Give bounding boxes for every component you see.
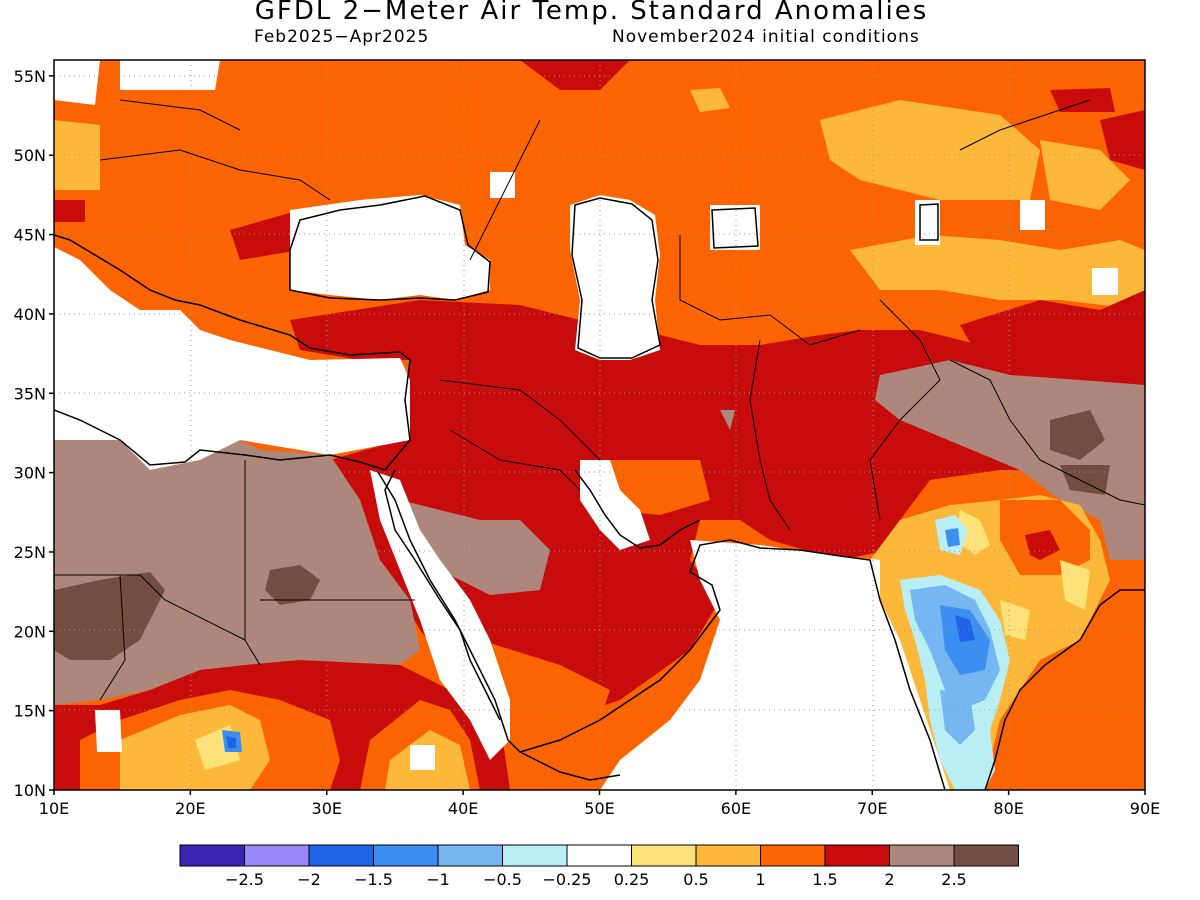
colorbar-label: 1.5 bbox=[812, 870, 837, 889]
lon-tick-label: 80E bbox=[993, 799, 1023, 818]
colorbar-label: 1 bbox=[755, 870, 765, 889]
lon-tick-label: 10E bbox=[39, 799, 69, 818]
lat-tick-label: 35N bbox=[14, 384, 46, 403]
anomaly-field bbox=[54, 60, 1145, 790]
colorbar-label: 0.5 bbox=[683, 870, 708, 889]
colorbar-label: 0.25 bbox=[614, 870, 650, 889]
initial-conditions: November2024 initial conditions bbox=[612, 27, 920, 47]
colorbar-label: 2.5 bbox=[941, 870, 966, 889]
colorbar-label: −2 bbox=[297, 870, 321, 889]
lat-tick-label: 45N bbox=[14, 226, 46, 245]
colorbar-swatch bbox=[953, 844, 1019, 867]
colorbar-swatch bbox=[631, 844, 697, 867]
lon-tick-label: 30E bbox=[312, 799, 342, 818]
lat-tick-label: 20N bbox=[14, 622, 46, 641]
lon-tick-label: 40E bbox=[448, 799, 478, 818]
lat-tick-label: 30N bbox=[14, 464, 46, 483]
lat-tick-label: 15N bbox=[14, 702, 46, 721]
coastlines bbox=[54, 195, 1145, 790]
lon-tick-label: 60E bbox=[721, 799, 751, 818]
colorbar-swatch bbox=[889, 844, 955, 867]
colorbar-swatch bbox=[760, 844, 826, 867]
lat-tick-label: 55N bbox=[14, 67, 46, 86]
colorbar-swatch bbox=[437, 844, 503, 867]
colorbar-swatch bbox=[179, 844, 245, 867]
latitude-axis: 10N 15N 20N 25N 30N 35N 40N 45N 50N 55N bbox=[14, 67, 54, 800]
lat-tick-label: 25N bbox=[14, 543, 46, 562]
colorbar-swatch bbox=[373, 844, 439, 867]
lat-tick-label: 10N bbox=[14, 781, 46, 800]
grid-lines bbox=[54, 60, 1145, 790]
colorbar-swatch bbox=[244, 844, 310, 867]
colorbar-label: −0.5 bbox=[483, 870, 522, 889]
borders bbox=[54, 99, 1145, 701]
colorbar-swatch bbox=[824, 844, 890, 867]
lat-tick-label: 50N bbox=[14, 146, 46, 165]
colorbar-swatch bbox=[566, 844, 632, 867]
colorbar-label: −2.5 bbox=[225, 870, 264, 889]
colorbar-swatch bbox=[695, 844, 761, 867]
lon-tick-label: 70E bbox=[857, 799, 887, 818]
lon-tick-label: 20E bbox=[175, 799, 205, 818]
colorbar-label: −1.5 bbox=[354, 870, 393, 889]
colorbar: −2.5 −2 −1.5 −1 −0.5 −0.25 0.25 0.5 1 1.5 2 2.5 bbox=[179, 844, 1019, 889]
lon-tick-label: 90E bbox=[1130, 799, 1160, 818]
colorbar-swatch bbox=[308, 844, 374, 867]
colorbar-label: −1 bbox=[426, 870, 450, 889]
forecast-period: Feb2025−Apr2025 bbox=[254, 27, 430, 47]
colorbar-label: −0.25 bbox=[542, 870, 591, 889]
colorbar-swatch bbox=[502, 844, 568, 867]
longitude-axis: 10E 20E 30E 40E 50E 60E 70E 80E 90E bbox=[39, 790, 1160, 818]
chart-title: GFDL 2−Meter Air Temp. Standard Anomalie… bbox=[254, 0, 929, 26]
colorbar-label: 2 bbox=[884, 870, 894, 889]
lat-tick-label: 40N bbox=[14, 305, 46, 324]
lon-tick-label: 50E bbox=[584, 799, 614, 818]
